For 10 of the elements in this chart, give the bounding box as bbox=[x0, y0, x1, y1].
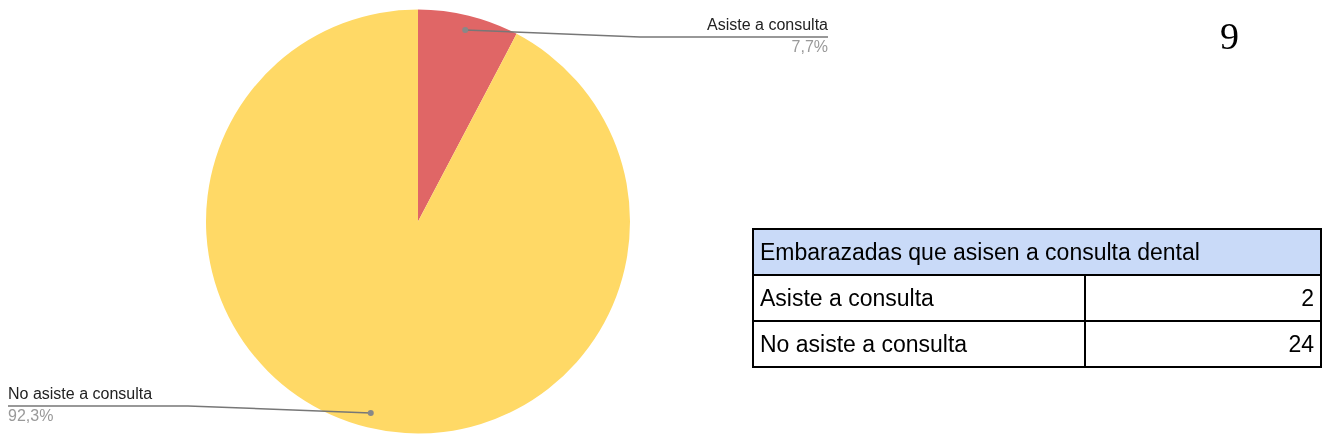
data-label: 24 bbox=[1085, 321, 1321, 367]
text: Embarazadas que asisen a consulta dental bbox=[753, 229, 1321, 275]
data-label: 2 bbox=[1085, 275, 1321, 321]
category-label: Asiste a consulta bbox=[753, 275, 1085, 321]
slice-label: No asiste a consulta bbox=[8, 385, 153, 403]
category-label: No asiste a consulta bbox=[753, 321, 1085, 367]
text: 9 bbox=[1220, 14, 1239, 58]
data-label: 7,7% bbox=[791, 38, 828, 56]
slice-label: Asiste a consulta bbox=[707, 16, 829, 34]
data-label: 92,3% bbox=[8, 407, 54, 425]
